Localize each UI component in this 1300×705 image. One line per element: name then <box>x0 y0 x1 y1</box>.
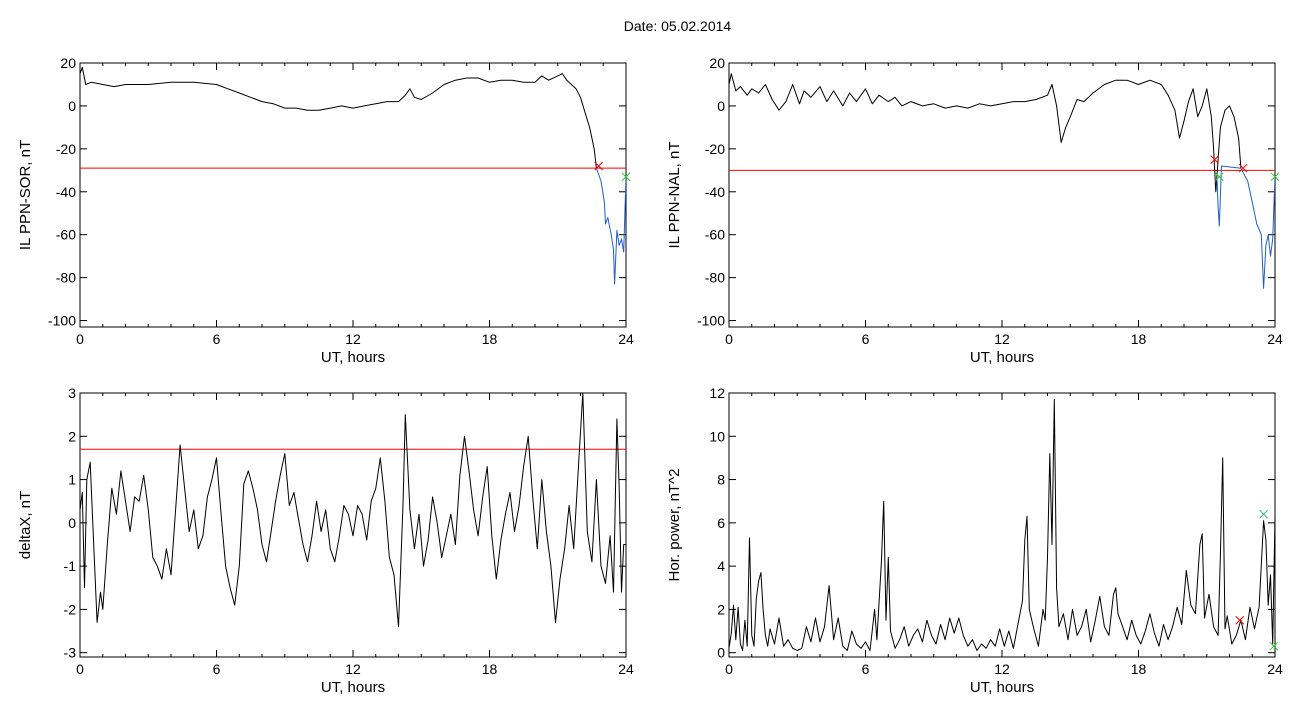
y-axis-label: deltaX, nT <box>17 491 34 559</box>
y-tick-label: -100 <box>48 313 76 329</box>
y-tick-label: -40 <box>56 184 76 200</box>
y-tick-label: -20 <box>56 141 76 157</box>
x-tick-label: 24 <box>618 331 634 347</box>
y-tick-label: 6 <box>717 515 725 531</box>
y-tick-label: -2 <box>64 601 77 617</box>
x-tick-label: 18 <box>482 661 498 677</box>
marker-x <box>1259 509 1268 519</box>
y-tick-label: 20 <box>60 55 76 71</box>
y-tick-label: 2 <box>68 428 76 444</box>
y-tick-label: -20 <box>705 141 725 157</box>
plot-deltax: 0 6 12 18 24 3 2 1 0 -1 -2 -3 UT, hours deltaX, nT <box>17 385 634 696</box>
marker-stroke <box>1238 163 1248 173</box>
plot-frame <box>728 62 1276 328</box>
marker-x <box>1214 172 1224 182</box>
y-tick-label: 0 <box>717 645 725 661</box>
x-tick-label: 24 <box>1267 661 1283 677</box>
marker-stroke <box>1214 172 1224 182</box>
x-tick-label: 18 <box>1131 661 1147 677</box>
marker-stroke <box>1259 509 1268 519</box>
y-tick-label: 0 <box>717 98 725 114</box>
y-tick-label: -3 <box>64 645 77 661</box>
series-line-0 <box>80 66 597 169</box>
series-line-0 <box>80 393 626 628</box>
y-tick-label: 2 <box>717 601 725 617</box>
series-line-1 <box>595 168 626 285</box>
x-tick-label: 12 <box>994 661 1010 677</box>
x-tick-label: 12 <box>994 331 1010 347</box>
y-tick-label: -100 <box>697 313 725 329</box>
plot-nal: 0 6 12 18 24 20 0 -20 -40 -60 -80 -100 UT, hours IL P… <box>666 55 1283 366</box>
series-line-1 <box>1216 165 1275 289</box>
y-tick-label: 12 <box>709 385 725 401</box>
series-line-0 <box>729 399 1275 651</box>
x-tick-label: 6 <box>862 331 870 347</box>
marker-x <box>1269 641 1279 651</box>
x-tick-label: 18 <box>482 331 498 347</box>
y-axis-label: Hor. power, nT^2 <box>666 469 683 582</box>
y-tick-label: 3 <box>68 385 76 401</box>
plot-frame <box>79 62 627 328</box>
y-tick-label: -1 <box>64 558 77 574</box>
y-tick-label: 1 <box>68 472 76 488</box>
x-axis-label: UT, hours <box>321 349 385 366</box>
marker-stroke <box>1269 641 1279 651</box>
y-tick-label: -60 <box>705 227 725 243</box>
y-tick-label: -80 <box>56 270 76 286</box>
x-tick-label: 6 <box>862 661 870 677</box>
x-tick-label: 6 <box>213 661 221 677</box>
marker-x <box>1238 163 1248 173</box>
marker-stroke <box>1210 155 1220 164</box>
page-title: Date: 05.02.2014 <box>623 18 732 34</box>
x-axis-label: UT, hours <box>321 679 385 696</box>
marker-x <box>621 172 631 182</box>
y-tick-label: -40 <box>705 184 725 200</box>
x-tick-label: 0 <box>76 661 84 677</box>
marker-x <box>594 161 604 171</box>
marker-stroke <box>1235 615 1245 625</box>
marker-x <box>1270 172 1280 182</box>
y-tick-label: -80 <box>705 270 725 286</box>
y-tick-label: 0 <box>68 98 76 114</box>
y-tick-label: 8 <box>717 472 725 488</box>
x-tick-label: 24 <box>618 661 634 677</box>
y-tick-label: 20 <box>709 55 725 71</box>
x-tick-label: 12 <box>345 661 361 677</box>
x-tick-label: 18 <box>1131 331 1147 347</box>
y-axis-label: IL PPN-SOR, nT <box>17 140 34 250</box>
x-axis-label: UT, hours <box>970 349 1034 366</box>
y-axis-label: IL PPN-NAL, nT <box>666 142 683 249</box>
plot-power: 0 6 12 18 24 12 10 8 6 4 2 0 UT, hours Hor. power, nT… <box>666 385 1283 696</box>
plot-frame <box>79 392 627 658</box>
plot-sor: 0 6 12 18 24 20 0 -20 -40 -60 -80 -100 UT, hours IL P… <box>17 55 634 366</box>
marker-stroke <box>594 161 604 171</box>
marker-stroke <box>1270 172 1280 182</box>
x-tick-label: 0 <box>725 661 733 677</box>
marker-x <box>1210 155 1220 164</box>
marker-x <box>1235 615 1245 625</box>
y-tick-label: 10 <box>709 428 725 444</box>
x-tick-label: 24 <box>1267 331 1283 347</box>
y-tick-label: 4 <box>717 558 725 574</box>
x-tick-label: 0 <box>725 331 733 347</box>
series-line-0 <box>729 73 1242 193</box>
x-tick-label: 0 <box>76 331 84 347</box>
y-tick-label: -60 <box>56 227 76 243</box>
y-tick-label: 0 <box>68 515 76 531</box>
x-tick-label: 12 <box>345 331 361 347</box>
x-tick-label: 6 <box>213 331 221 347</box>
x-axis-label: UT, hours <box>970 679 1034 696</box>
marker-stroke <box>621 172 631 182</box>
plot-frame <box>728 392 1276 658</box>
